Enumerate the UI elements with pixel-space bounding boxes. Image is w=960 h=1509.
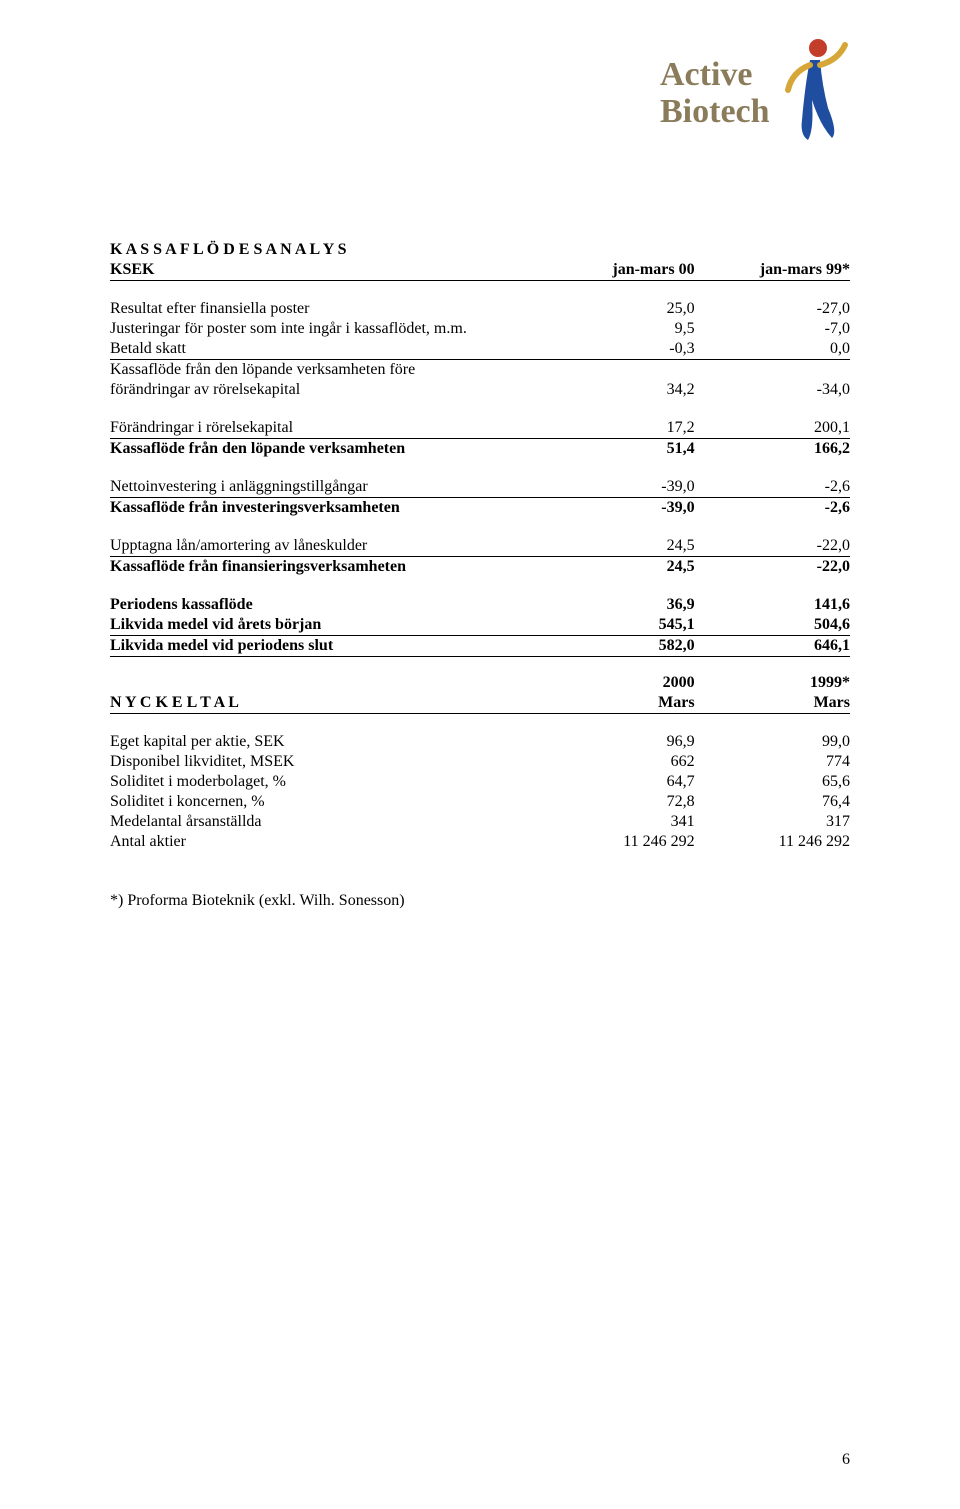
row-label: Likvida medel vid periodens slut <box>110 636 539 657</box>
row-val: -39,0 <box>539 477 694 498</box>
row-val: 545,1 <box>539 615 694 636</box>
row-label: förändringar av rörelsekapital <box>110 380 539 400</box>
row-label: Nettoinvestering i anläggningstillgångar <box>110 477 539 498</box>
row-val: 317 <box>695 812 850 832</box>
row-label: Antal aktier <box>110 832 539 852</box>
row-label: Soliditet i moderbolaget, % <box>110 772 539 792</box>
row-val: 166,2 <box>695 439 850 460</box>
page-number: 6 <box>842 1451 850 1469</box>
company-logo: Active Biotech <box>660 30 850 155</box>
row-val: 34,2 <box>539 380 694 400</box>
row-val: -2,6 <box>695 477 850 498</box>
row-val: 341 <box>539 812 694 832</box>
row-val: 51,4 <box>539 439 694 460</box>
row-label: Kassaflöde från finansieringsverksamhete… <box>110 557 539 578</box>
row-val: -22,0 <box>695 557 850 578</box>
row-label: Betald skatt <box>110 339 539 360</box>
row-val: 25,0 <box>539 299 694 319</box>
row-label: Resultat efter finansiella poster <box>110 299 539 319</box>
row-label: Upptagna lån/amortering av låneskulder <box>110 536 539 557</box>
hdr-month: Mars <box>539 693 694 714</box>
row-val: -2,6 <box>695 498 850 519</box>
row-val: 11 246 292 <box>539 832 694 852</box>
row-label: Kassaflöde från den löpande verksamheten… <box>110 360 539 381</box>
row-val: 17,2 <box>539 418 694 439</box>
row-val: 646,1 <box>695 636 850 657</box>
row-val: 774 <box>695 752 850 772</box>
hdr-year: 1999* <box>695 673 850 693</box>
row-label: Periodens kassaflöde <box>110 595 539 615</box>
table-title: K A S S A F L Ö D E S A N A L Y S <box>110 240 850 260</box>
row-val: 582,0 <box>539 636 694 657</box>
row-label: Eget kapital per aktie, SEK <box>110 732 539 752</box>
row-val: 96,9 <box>539 732 694 752</box>
row-val: 24,5 <box>539 536 694 557</box>
row-label: Kassaflöde från den löpande verksamheten <box>110 439 539 460</box>
hdr-col1: jan-mars 00 <box>539 260 694 281</box>
row-val: -22,0 <box>695 536 850 557</box>
logo-line1: Active <box>660 56 753 93</box>
row-val: 65,6 <box>695 772 850 792</box>
row-val: 141,6 <box>695 595 850 615</box>
footnote: *) Proforma Bioteknik (exkl. Wilh. Sones… <box>110 892 850 910</box>
row-val: -0,3 <box>539 339 694 360</box>
row-label: Disponibel likviditet, MSEK <box>110 752 539 772</box>
keyfigures-table: 2000 1999* N Y C K E L T A L Mars Mars E… <box>110 673 850 852</box>
row-val: 662 <box>539 752 694 772</box>
row-val: 72,8 <box>539 792 694 812</box>
row-val: -34,0 <box>695 380 850 400</box>
row-label: Likvida medel vid årets början <box>110 615 539 636</box>
row-val: 200,1 <box>695 418 850 439</box>
row-label: Kassaflöde från investeringsverksamheten <box>110 498 539 519</box>
row-val: -27,0 <box>695 299 850 319</box>
content: K A S S A F L Ö D E S A N A L Y S KSEK j… <box>110 240 850 910</box>
row-label: Soliditet i koncernen, % <box>110 792 539 812</box>
row-val: 9,5 <box>539 319 694 339</box>
row-val: 36,9 <box>539 595 694 615</box>
row-val: -7,0 <box>695 319 850 339</box>
row-val: 0,0 <box>695 339 850 360</box>
cashflow-table: K A S S A F L Ö D E S A N A L Y S KSEK j… <box>110 240 850 657</box>
logo-line2: Biotech <box>660 93 770 130</box>
row-val: 24,5 <box>539 557 694 578</box>
hdr-label: KSEK <box>110 260 539 281</box>
hdr-month: Mars <box>695 693 850 714</box>
row-val: -39,0 <box>539 498 694 519</box>
page: Active Biotech K A S S A F L Ö D E S A N… <box>0 0 960 1509</box>
row-val: 76,4 <box>695 792 850 812</box>
row-label: Justeringar för poster som inte ingår i … <box>110 319 539 339</box>
row-val: 99,0 <box>695 732 850 752</box>
table-title: N Y C K E L T A L <box>110 693 539 714</box>
row-val: 504,6 <box>695 615 850 636</box>
hdr-col2: jan-mars 99* <box>695 260 850 281</box>
row-label: Medelantal årsanställda <box>110 812 539 832</box>
row-label: Förändringar i rörelsekapital <box>110 418 539 439</box>
row-val: 64,7 <box>539 772 694 792</box>
row-val: 11 246 292 <box>695 832 850 852</box>
hdr-year: 2000 <box>539 673 694 693</box>
